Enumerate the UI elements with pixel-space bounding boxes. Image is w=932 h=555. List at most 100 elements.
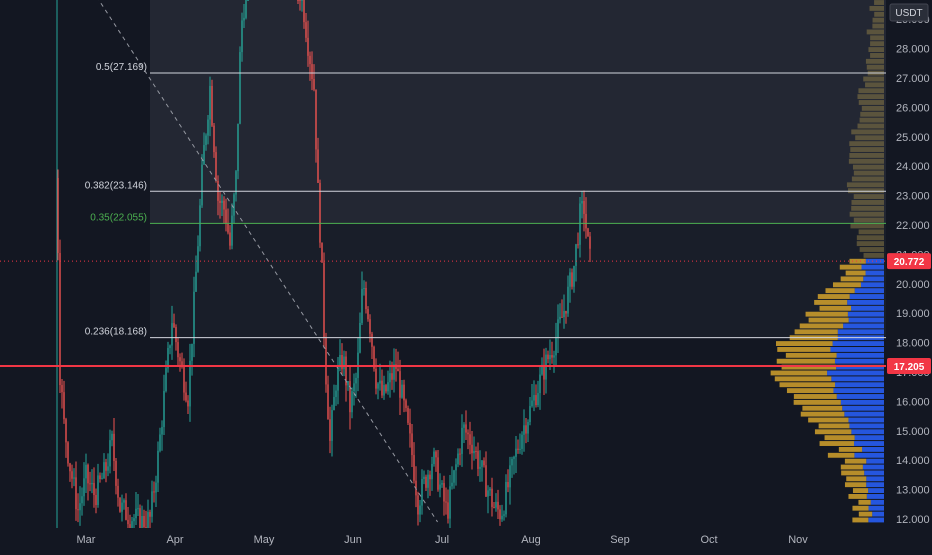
candle-body xyxy=(125,500,127,520)
candle-body xyxy=(297,0,299,1)
candle-body xyxy=(107,466,109,471)
profile-bar-sell xyxy=(845,270,866,276)
candle-body xyxy=(305,22,307,38)
profile-bar-sell xyxy=(793,394,837,399)
candle-body xyxy=(211,85,213,126)
candle-body xyxy=(407,407,409,423)
profile-bar-sell xyxy=(851,129,884,135)
candle-body xyxy=(401,384,403,398)
candle-body xyxy=(473,450,475,454)
candle-body xyxy=(195,271,197,292)
profile-bar-buy xyxy=(848,417,884,423)
profile-bar-sell xyxy=(794,329,838,335)
profile-bar-sell xyxy=(857,123,884,129)
profile-bar-sell xyxy=(802,405,843,411)
candle-body xyxy=(71,471,73,479)
profile-bar-buy xyxy=(833,388,884,394)
unit-badge-box[interactable] xyxy=(889,3,929,22)
candle-body xyxy=(175,327,177,343)
candle-body xyxy=(469,434,471,445)
profile-bar-sell xyxy=(850,223,884,229)
profile-bar-sell xyxy=(832,282,861,288)
candle-body xyxy=(229,232,231,246)
profile-bar-sell xyxy=(844,482,867,488)
candles-layer xyxy=(57,0,591,529)
candle-body xyxy=(439,484,441,490)
candle-body xyxy=(61,385,63,393)
profile-bar-buy xyxy=(834,358,884,364)
profile-bar-sell xyxy=(861,105,884,111)
candle-body xyxy=(381,380,383,396)
profile-bar-buy xyxy=(865,270,884,276)
profile-bar-sell xyxy=(793,399,841,405)
candle-body xyxy=(517,448,519,450)
y-tick-label: 26.000 xyxy=(896,102,930,114)
candle-body xyxy=(79,503,81,511)
profile-bar-sell xyxy=(851,200,884,205)
candle-body xyxy=(539,374,541,394)
candle-body xyxy=(389,373,391,383)
candle-body xyxy=(321,242,323,263)
time-axis-background[interactable] xyxy=(0,528,886,550)
candle-body xyxy=(105,462,107,471)
candle-body xyxy=(383,385,385,396)
candle-body xyxy=(87,464,89,484)
profile-bar-sell xyxy=(846,182,884,188)
candle-body xyxy=(355,377,357,384)
profile-bar-buy xyxy=(866,476,884,482)
profile-bar-sell xyxy=(776,358,835,364)
profile-bar-buy xyxy=(830,347,884,352)
profile-bar-sell xyxy=(860,111,884,117)
candle-body xyxy=(203,145,205,165)
profile-bar-sell xyxy=(853,170,884,176)
candle-body xyxy=(521,434,523,449)
candle-body xyxy=(323,262,325,338)
candle-body xyxy=(513,456,515,459)
candle-body xyxy=(213,125,215,153)
profile-bar-buy xyxy=(866,482,884,488)
candle-body xyxy=(247,0,249,1)
candle-body xyxy=(347,381,349,386)
profile-bar-sell xyxy=(856,235,884,241)
profile-bar-buy xyxy=(870,499,884,505)
candle-body xyxy=(409,422,411,434)
profile-bar-sell xyxy=(874,0,884,5)
candle-body xyxy=(373,346,375,369)
candle-body xyxy=(169,345,171,349)
volume-profile xyxy=(770,0,884,523)
profile-bar-buy xyxy=(832,341,884,347)
y-tick-label: 23.000 xyxy=(896,191,930,203)
profile-bar-sell xyxy=(856,241,884,247)
profile-bar-sell xyxy=(841,470,865,476)
profile-bar-sell xyxy=(855,135,884,141)
candle-body xyxy=(65,419,67,443)
candle-body xyxy=(413,455,415,481)
candle-body xyxy=(443,483,445,502)
candle-body xyxy=(239,52,241,124)
candle-body xyxy=(465,424,467,433)
candle-body xyxy=(485,465,487,497)
candle-body xyxy=(89,483,91,485)
candle-body xyxy=(215,152,217,181)
candle-body xyxy=(73,477,75,479)
profile-bar-buy xyxy=(842,405,884,411)
profile-bar-sell xyxy=(852,164,884,170)
candle-body xyxy=(419,505,421,515)
profile-bar-buy xyxy=(868,505,884,511)
candle-body xyxy=(149,512,151,517)
candle-body xyxy=(397,368,399,372)
candle-body xyxy=(223,200,225,210)
profile-bar-sell xyxy=(848,158,884,164)
candle-body xyxy=(121,502,123,512)
profile-bar-buy xyxy=(864,470,884,476)
candle-body xyxy=(75,477,77,510)
trend-line[interactable] xyxy=(92,0,438,523)
profile-bar-sell xyxy=(863,252,884,258)
candle-body xyxy=(329,419,331,441)
candle-body xyxy=(451,482,453,487)
candle-body xyxy=(553,355,555,358)
candle-body xyxy=(183,367,185,393)
profile-bar-buy xyxy=(854,435,884,441)
